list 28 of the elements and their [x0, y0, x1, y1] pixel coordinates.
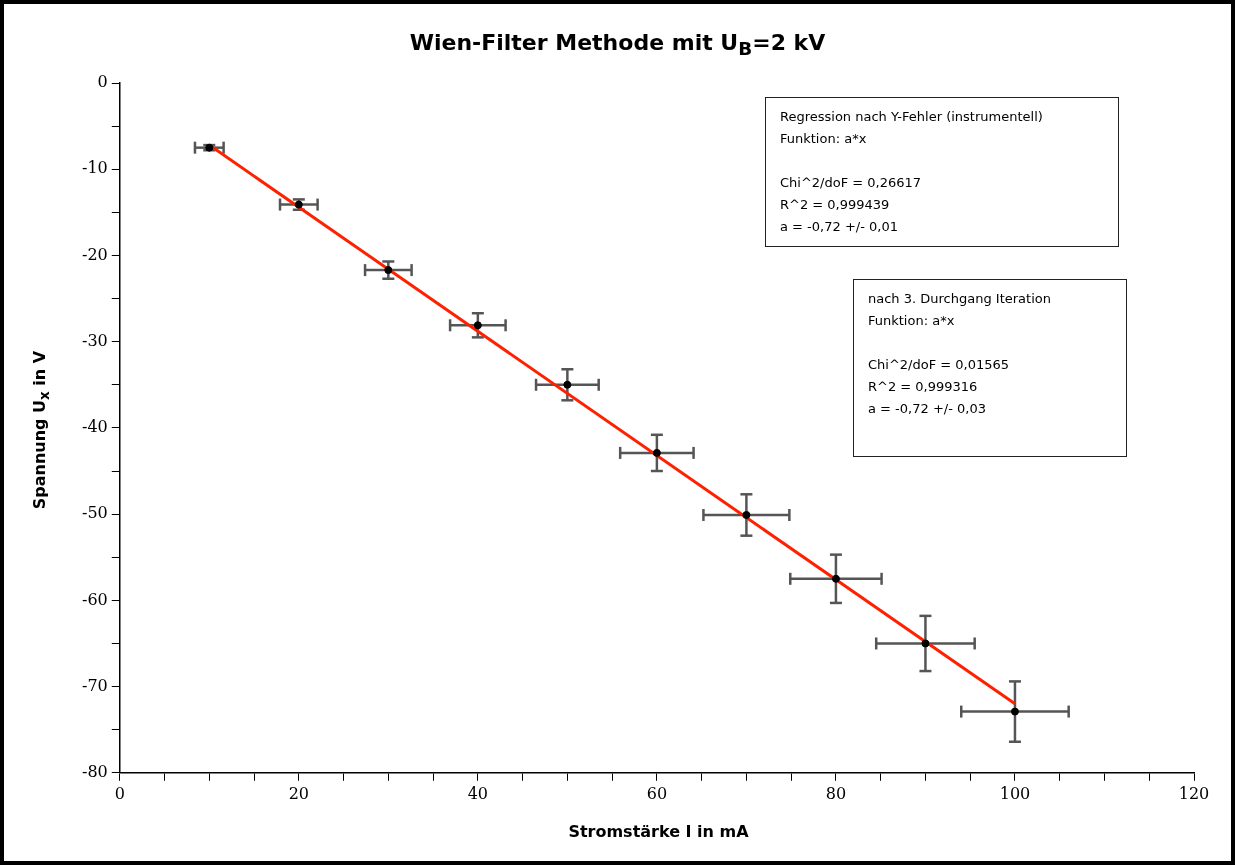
x-tick-label: 120	[1178, 783, 1210, 803]
text: nach 3. Durchgang Iteration Funktion: a*x Chi^2/doF = 0,01565 R^2 = 0,999316 a = -0,72 +/- 0,03	[868, 291, 1051, 416]
y-tick-label: -60	[82, 589, 108, 609]
y-tick-label: -70	[82, 675, 108, 695]
y-tick-label: -20	[82, 244, 108, 264]
point	[742, 510, 751, 519]
point	[921, 639, 930, 648]
point	[1010, 707, 1019, 716]
point	[652, 448, 661, 457]
text: Regression nach Y-Fehler (instrumentell) Funktion: a*x Chi^2/doF = 0,26617 R^2 = 0,999439 a = -0,72 +/- 0,01	[780, 109, 1043, 234]
x-tick-label: 60	[646, 783, 668, 803]
y-tick-label: -50	[82, 503, 108, 523]
x-axis-title: Stromstärke I in mA	[567, 822, 750, 841]
y-tick-label: -10	[82, 158, 108, 178]
x-tick-label: 20	[288, 783, 309, 803]
point	[831, 574, 840, 583]
x-tick-label: 100	[999, 783, 1031, 803]
x-tick-label: 80	[825, 783, 847, 803]
point	[473, 321, 482, 330]
x-tick-label: 40	[467, 783, 489, 803]
point	[563, 380, 572, 389]
x-tick-label: 0	[114, 783, 125, 803]
y-tick-label: 0	[97, 72, 108, 92]
chart-title: Wien-Filter Methode mit U$_{B}$=2 kV	[408, 30, 827, 60]
y-tick-label: -30	[82, 330, 108, 350]
y-tick-label: -80	[82, 761, 108, 781]
y-tick-label: -40	[82, 417, 108, 437]
point	[384, 266, 393, 275]
